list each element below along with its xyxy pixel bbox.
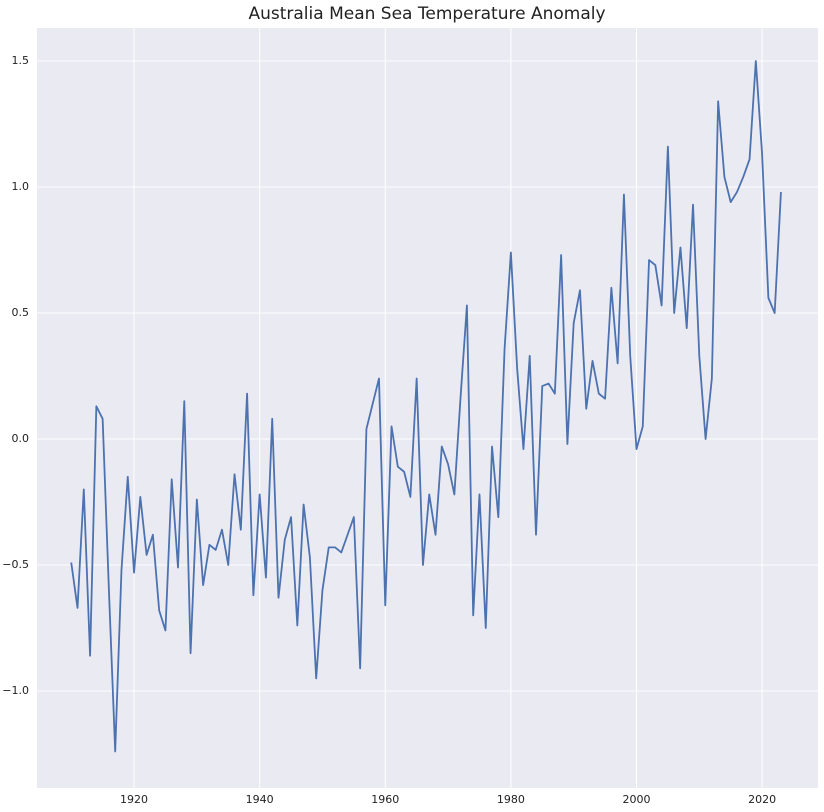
y-tick-label: −0.5	[2, 558, 29, 571]
y-tick-label: 0.5	[12, 306, 30, 319]
x-tick-label: 1960	[371, 793, 399, 806]
plot-area	[37, 28, 818, 788]
y-tick-label: 0.0	[12, 432, 30, 445]
y-tick-label: 1.5	[12, 54, 30, 67]
x-tick-label: 1920	[120, 793, 148, 806]
x-tick-label: 2020	[748, 793, 776, 806]
y-tick-label: 1.0	[12, 180, 30, 193]
x-tick-label: 1980	[497, 793, 525, 806]
x-tick-label: 2000	[622, 793, 650, 806]
y-tick-label: −1.0	[2, 684, 29, 697]
data-line	[70, 60, 782, 753]
x-tick-label: 1940	[246, 793, 274, 806]
chart-title: Australia Mean Sea Temperature Anomaly	[248, 4, 605, 24]
